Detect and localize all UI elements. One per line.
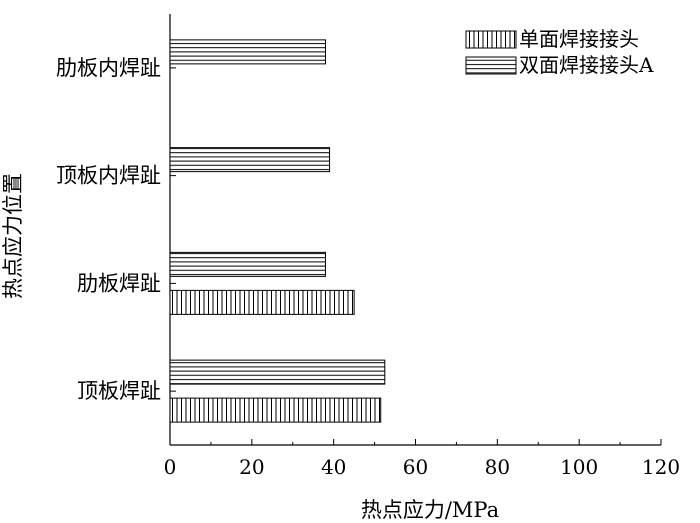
bar-double-3: [169, 39, 326, 65]
bars: [169, 39, 386, 423]
y-axis-title: 热点应力位置: [1, 173, 25, 299]
y-category-label: 顶板内焊趾: [56, 164, 161, 188]
x-tick-label-40: 40: [321, 455, 346, 479]
x-tick-label-20: 20: [239, 455, 264, 479]
x-tick-label-120: 120: [642, 455, 680, 479]
legend-label-1: 双面焊接接头A: [519, 53, 654, 77]
x-axis-title: 热点应力/MPa: [361, 498, 499, 522]
x-tick-label-60: 60: [403, 455, 428, 479]
bar-double-0: [169, 359, 386, 385]
legend-label-0: 单面焊接接头: [519, 27, 639, 51]
x-tick-label-0: 0: [164, 455, 177, 479]
x-tick-label-100: 100: [560, 455, 598, 479]
y-category-label: 肋板内焊趾: [56, 56, 161, 80]
y-axis: 顶板焊趾 肋板焊趾 顶板内焊趾 肋板内焊趾: [56, 14, 176, 445]
y-category-label: 肋板焊趾: [77, 271, 161, 295]
y-category-label: 顶板焊趾: [77, 379, 161, 403]
bar-single-1: [169, 289, 355, 315]
x-axis: 0 20 40 60 80 100 120: [164, 439, 680, 479]
x-tick-label-80: 80: [485, 455, 510, 479]
bar-double-2: [169, 147, 331, 173]
legend-swatch-0: [465, 30, 517, 49]
bar-single-0: [169, 397, 382, 423]
bar-double-1: [169, 251, 326, 277]
legend-swatch-1: [465, 56, 517, 75]
